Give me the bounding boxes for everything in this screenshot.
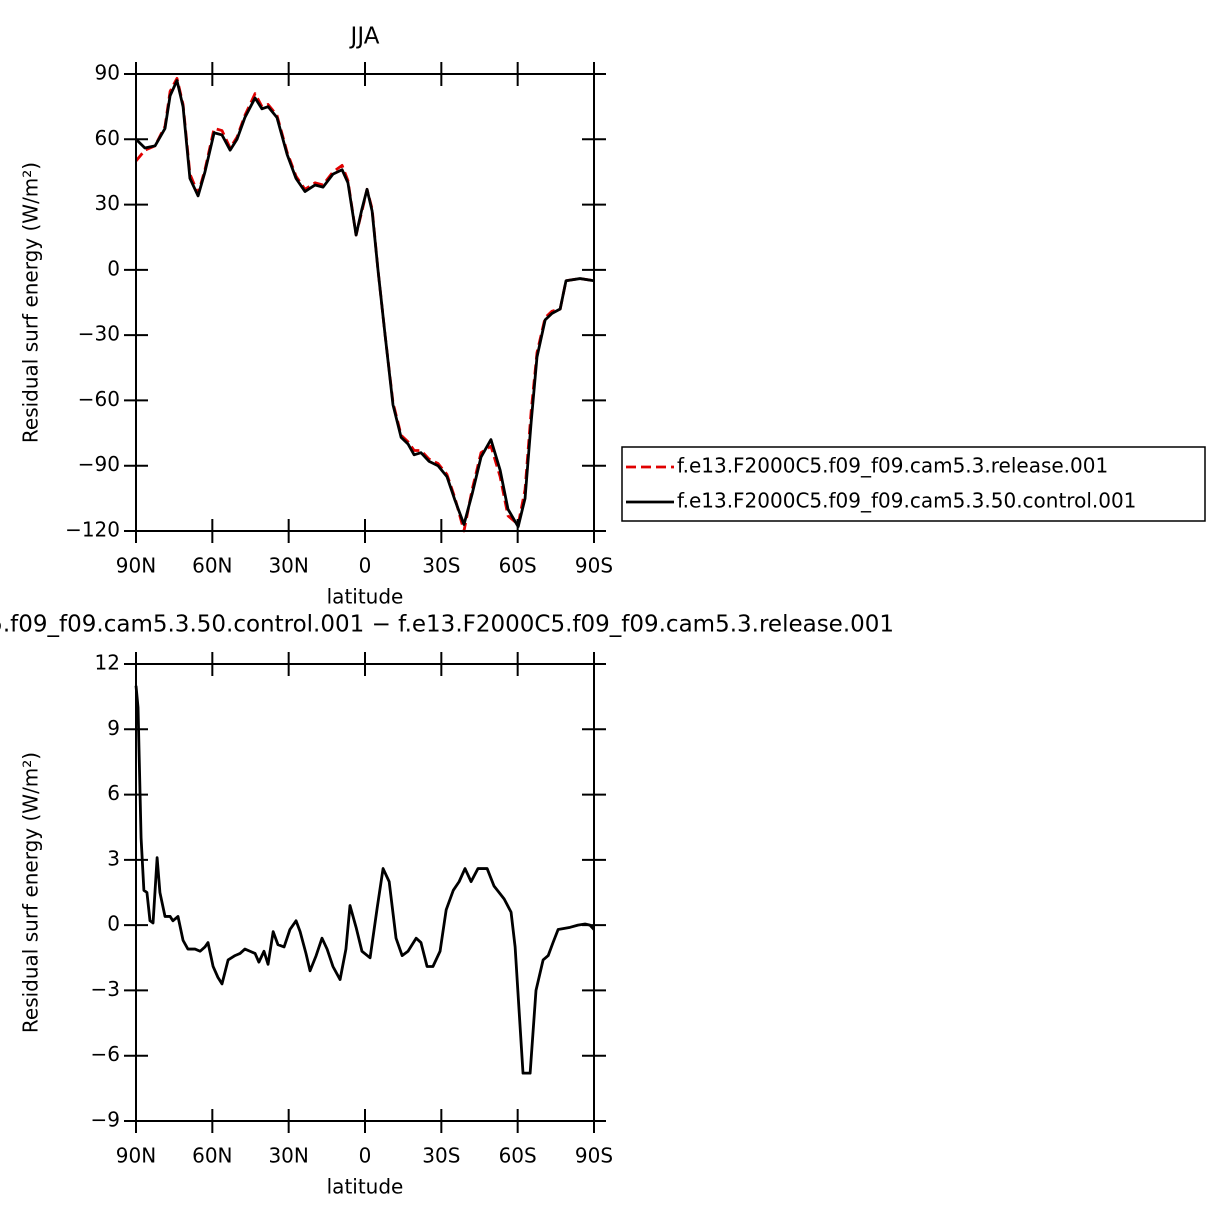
y-tick-label: 3 [107,846,120,870]
y-tick-label: 12 [95,651,120,675]
y-axis-label: Residual surf energy (W/m²) [19,752,43,1033]
x-tick-label: 90S [575,554,613,578]
data-line [135,79,595,529]
y-tick-label: −3 [91,977,120,1001]
x-axis-label: latitude [327,585,404,609]
y-tick-label: 0 [107,912,120,936]
data-line [134,685,596,1075]
y-axis-label: Residual surf energy (W/m²) [19,162,43,443]
y-tick-label: −9 [91,1108,120,1132]
x-tick-label: 30N [268,1144,308,1168]
y-tick-label: −60 [78,387,120,411]
legend-label: f.e13.F2000C5.f09_f09.cam5.3.50.control.… [677,489,1136,513]
y-tick-label: −30 [78,322,120,346]
x-tick-label: 90N [116,1144,156,1168]
data-line [134,76,595,533]
y-tick-label: 6 [107,781,120,805]
x-tick-label: 90N [116,554,156,578]
plot-frame [135,73,595,532]
x-tick-label: 0 [359,1144,372,1168]
y-tick-label: −120 [65,518,120,542]
y-tick-label: 9 [107,716,120,740]
y-tick-label: 60 [95,126,120,150]
chart-title: f.e13.F2000C5.f09_f09.cam5.3.50.control.… [0,612,894,638]
x-tick-label: 30S [422,554,460,578]
y-tick-label: −90 [78,452,120,476]
x-tick-label: 30S [422,1144,460,1168]
plot-frame [135,663,595,1122]
y-tick-label: −6 [91,1042,120,1066]
y-tick-label: 90 [95,61,120,85]
legend-box [621,446,1206,522]
legend-label: f.e13.F2000C5.f09_f09.cam5.3.release.001 [677,454,1108,478]
x-tick-label: 60S [499,554,537,578]
x-tick-label: 60S [499,1144,537,1168]
x-tick-label: 30N [268,554,308,578]
x-tick-label: 60N [192,554,232,578]
x-tick-label: 60N [192,1144,232,1168]
y-tick-label: 30 [95,191,120,215]
y-tick-label: 0 [107,256,120,280]
x-axis-label: latitude [327,1175,404,1199]
x-tick-label: 90S [575,1144,613,1168]
x-tick-label: 0 [359,554,372,578]
chart-title: JJA [349,24,380,50]
